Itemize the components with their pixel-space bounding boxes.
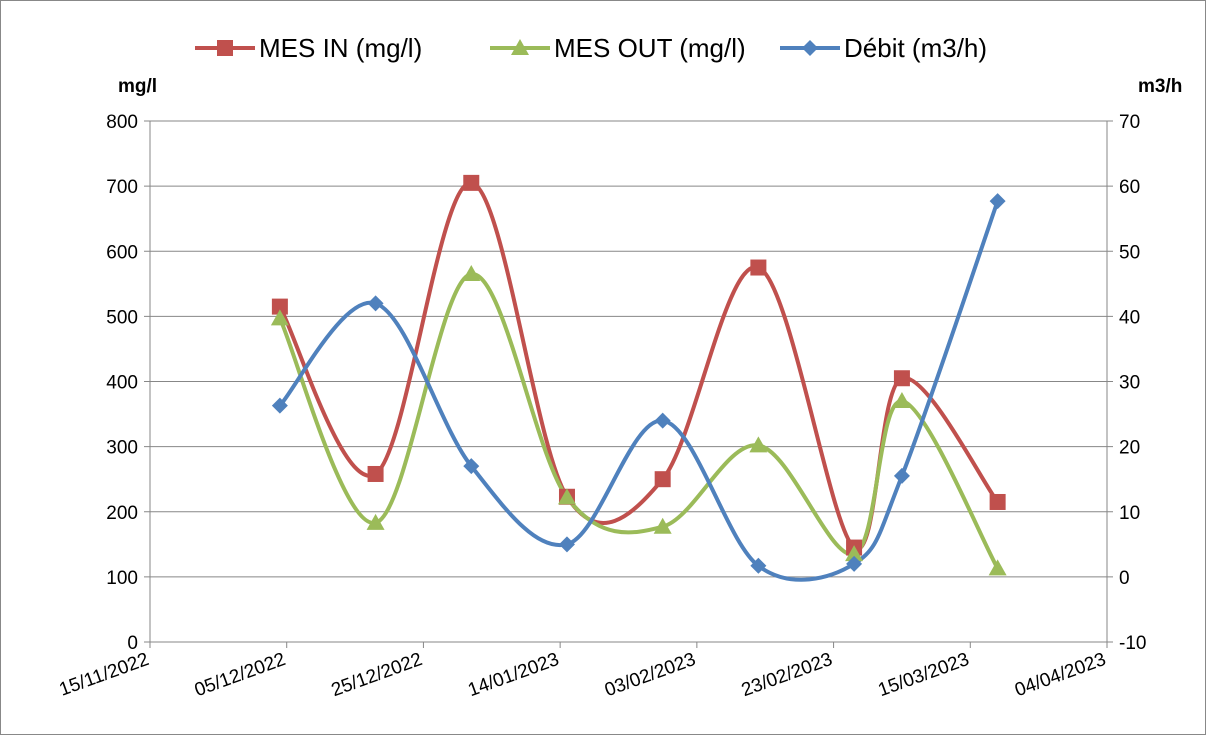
y2-tick-label: -10 xyxy=(1119,633,1146,654)
legend-marker xyxy=(217,40,233,56)
y2-tick-label: 30 xyxy=(1119,373,1140,394)
marker xyxy=(463,174,480,191)
y-tick-label: 700 xyxy=(106,177,138,198)
y-tick-label: 0 xyxy=(127,633,138,654)
marker xyxy=(749,436,768,453)
marker xyxy=(270,309,289,326)
marker xyxy=(989,493,1006,510)
marker xyxy=(367,295,384,312)
marker xyxy=(558,536,575,553)
marker xyxy=(271,397,288,414)
y2-axis-title: m3/h xyxy=(1138,76,1182,97)
marker xyxy=(367,465,384,482)
marker xyxy=(846,555,863,572)
y2-tick-label: 70 xyxy=(1119,112,1140,133)
marker xyxy=(271,298,288,315)
y2-tick-label: 50 xyxy=(1119,242,1140,263)
marker xyxy=(557,488,576,505)
legend-marker xyxy=(802,40,818,56)
y-tick-label: 600 xyxy=(106,242,138,263)
marker xyxy=(988,559,1007,576)
y-axis-title: mg/l xyxy=(118,76,157,97)
y2-tick-label: 60 xyxy=(1119,177,1140,198)
marker xyxy=(462,265,481,282)
y-tick-label: 300 xyxy=(106,438,138,459)
marker xyxy=(654,471,671,488)
marker xyxy=(892,392,911,409)
y2-tick-label: 40 xyxy=(1119,307,1140,328)
marker xyxy=(893,370,910,387)
marker xyxy=(463,458,480,475)
y2-tick-label: 10 xyxy=(1119,503,1140,524)
legend-marker xyxy=(511,39,529,55)
marker xyxy=(893,467,910,484)
legend-label: Débit (m3/h) xyxy=(844,33,987,63)
legend-label: MES IN (mg/l) xyxy=(259,33,422,63)
marker xyxy=(366,513,385,530)
legend-label: MES OUT (mg/l) xyxy=(554,33,746,63)
y2-tick-label: 20 xyxy=(1119,438,1140,459)
y-tick-label: 100 xyxy=(106,568,138,589)
y-tick-label: 800 xyxy=(106,112,138,133)
y-tick-label: 400 xyxy=(106,373,138,394)
marker xyxy=(989,193,1006,210)
y2-tick-label: 0 xyxy=(1119,568,1130,589)
y-tick-label: 200 xyxy=(106,503,138,524)
series-line xyxy=(278,272,1000,570)
y-tick-label: 500 xyxy=(106,307,138,328)
marker xyxy=(750,557,767,574)
marker xyxy=(654,412,671,429)
marker xyxy=(653,517,672,534)
marker xyxy=(750,259,767,276)
marker xyxy=(845,545,864,562)
